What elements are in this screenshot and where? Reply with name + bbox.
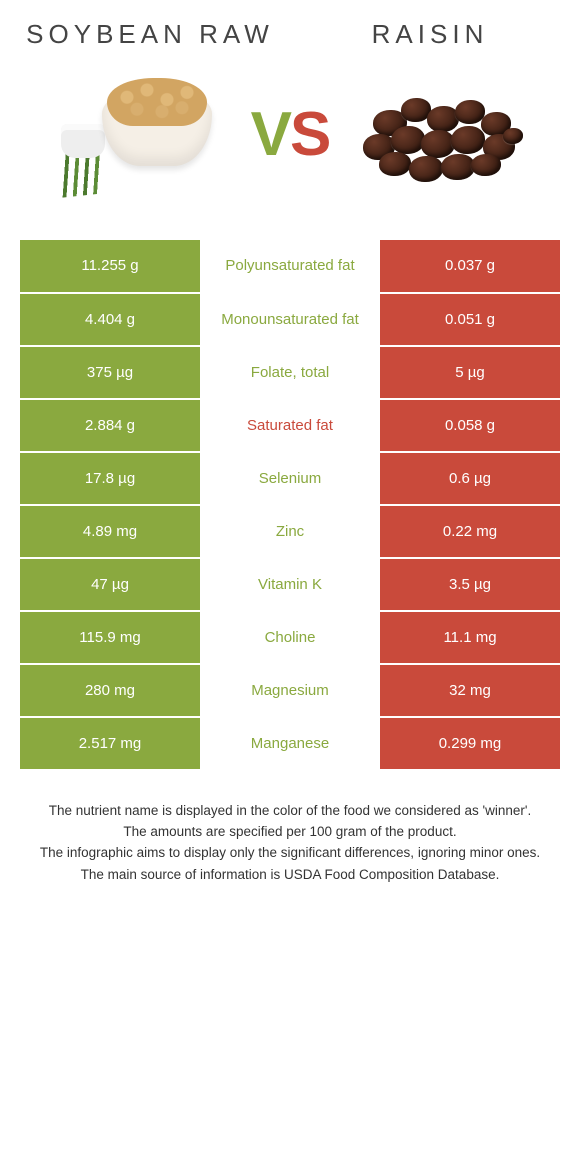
table-row: 280 mgMagnesium32 mg: [20, 664, 560, 717]
table-row: 17.8 µgSelenium0.6 µg: [20, 452, 560, 505]
raisin-icon: [503, 128, 523, 144]
table-row: 4.89 mgZinc0.22 mg: [20, 505, 560, 558]
nutrient-label: Folate, total: [200, 346, 380, 399]
nutrient-comparison-table: 11.255 gPolyunsaturated fat0.037 g4.404 …: [20, 240, 560, 771]
right-value: 32 mg: [380, 664, 560, 717]
right-value: 11.1 mg: [380, 611, 560, 664]
right-value: 0.22 mg: [380, 505, 560, 558]
nutrient-label: Choline: [200, 611, 380, 664]
right-food-image: [343, 70, 533, 200]
nutrient-label: Monounsaturated fat: [200, 293, 380, 346]
right-value: 0.299 mg: [380, 717, 560, 770]
left-food-image: [47, 70, 237, 200]
table-row: 115.9 mgCholine11.1 mg: [20, 611, 560, 664]
left-value: 17.8 µg: [20, 452, 200, 505]
nutrient-label: Magnesium: [200, 664, 380, 717]
header-titles: Soybean raw Raisin: [0, 0, 580, 60]
right-value: 5 µg: [380, 346, 560, 399]
table-row: 4.404 gMonounsaturated fat0.051 g: [20, 293, 560, 346]
right-value: 0.058 g: [380, 399, 560, 452]
left-value: 280 mg: [20, 664, 200, 717]
nutrient-label: Polyunsaturated fat: [200, 240, 380, 293]
table-row: 47 µgVitamin K3.5 µg: [20, 558, 560, 611]
table-row: 11.255 gPolyunsaturated fat0.037 g: [20, 240, 560, 293]
right-value: 0.051 g: [380, 293, 560, 346]
raisin-icon: [451, 126, 485, 154]
raisin-icon: [421, 130, 455, 158]
right-value: 3.5 µg: [380, 558, 560, 611]
raisin-icon: [441, 154, 475, 180]
left-value: 375 µg: [20, 346, 200, 399]
raisin-icon: [409, 156, 443, 182]
table-row: 2.517 mgManganese0.299 mg: [20, 717, 560, 770]
left-value: 115.9 mg: [20, 611, 200, 664]
raisin-pile-icon: [343, 70, 533, 200]
left-value: 11.255 g: [20, 240, 200, 293]
left-value: 4.89 mg: [20, 505, 200, 558]
nutrient-label: Zinc: [200, 505, 380, 558]
left-value: 4.404 g: [20, 293, 200, 346]
footnote-line: The amounts are specified per 100 gram o…: [24, 822, 556, 842]
right-value: 0.037 g: [380, 240, 560, 293]
cup-icon: [61, 124, 105, 158]
nutrient-label: Saturated fat: [200, 399, 380, 452]
footnote-line: The main source of information is USDA F…: [24, 865, 556, 885]
left-food-title: Soybean raw: [10, 20, 290, 50]
vs-v-letter: V: [251, 100, 290, 169]
nutrient-label: Manganese: [200, 717, 380, 770]
nutrient-label: Selenium: [200, 452, 380, 505]
vs-s-letter: S: [290, 100, 329, 169]
soybeans-icon: [107, 78, 207, 126]
vs-label: VS: [251, 99, 330, 170]
raisin-icon: [471, 154, 501, 176]
raisin-icon: [391, 126, 425, 154]
right-value: 0.6 µg: [380, 452, 560, 505]
left-value: 47 µg: [20, 558, 200, 611]
left-value: 2.884 g: [20, 399, 200, 452]
left-value: 2.517 mg: [20, 717, 200, 770]
footnote-line: The infographic aims to display only the…: [24, 843, 556, 863]
footnote-line: The nutrient name is displayed in the co…: [24, 801, 556, 821]
raisin-icon: [379, 152, 411, 176]
right-food-title: Raisin: [290, 20, 570, 50]
vs-row: VS: [0, 60, 580, 240]
footnotes: The nutrient name is displayed in the co…: [0, 801, 580, 885]
nutrient-label: Vitamin K: [200, 558, 380, 611]
table-row: 2.884 gSaturated fat0.058 g: [20, 399, 560, 452]
table-row: 375 µgFolate, total5 µg: [20, 346, 560, 399]
